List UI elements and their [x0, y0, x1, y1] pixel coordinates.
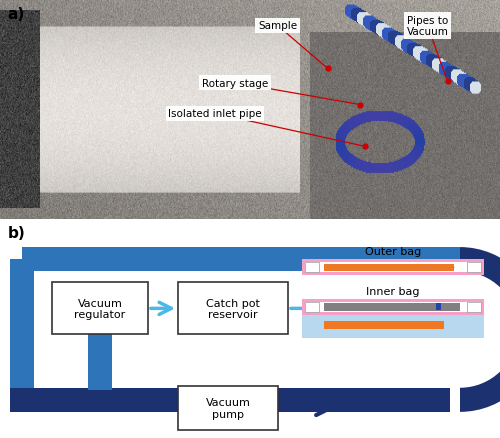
Bar	[324, 304, 460, 312]
Text: Outer bag: Outer bag	[365, 247, 421, 257]
Bar	[88, 333, 112, 390]
Text: a): a)	[8, 7, 25, 21]
Bar	[302, 260, 484, 276]
Bar	[358, 247, 460, 272]
Text: b): b)	[8, 226, 26, 240]
Text: Inner bag: Inner bag	[366, 286, 420, 297]
Bar	[324, 265, 454, 272]
Bar	[305, 262, 481, 272]
Bar	[305, 303, 319, 313]
Bar	[178, 386, 278, 430]
Text: Vacuum
pump: Vacuum pump	[206, 397, 250, 419]
Text: Vacuum
regulator: Vacuum regulator	[74, 298, 126, 319]
Text: Isolated inlet pipe: Isolated inlet pipe	[168, 109, 262, 119]
Bar	[52, 283, 148, 335]
Wedge shape	[460, 247, 500, 412]
Bar	[10, 388, 450, 412]
Bar	[305, 303, 481, 313]
Bar	[22, 247, 358, 272]
Text: Pipes to
Vacuum: Pipes to Vacuum	[406, 16, 449, 37]
Text: Sample: Sample	[258, 21, 297, 32]
Bar	[10, 260, 34, 388]
Bar	[467, 303, 481, 313]
Wedge shape	[460, 272, 500, 388]
Bar	[436, 304, 441, 311]
Bar	[305, 262, 319, 272]
Text: Rotary stage: Rotary stage	[202, 78, 268, 88]
Text: Catch pot
reservoir: Catch pot reservoir	[206, 298, 260, 319]
Bar	[178, 283, 288, 335]
Bar	[302, 316, 484, 338]
Bar	[302, 300, 484, 316]
Bar	[467, 262, 481, 272]
Bar	[324, 321, 444, 330]
